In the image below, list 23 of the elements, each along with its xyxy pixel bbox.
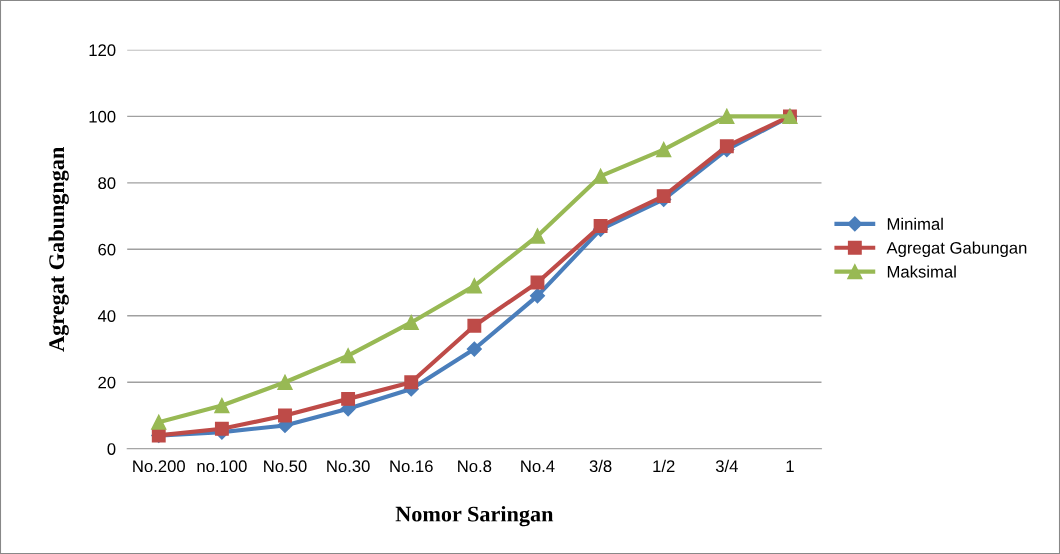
x-tick-label: No.50 (264, 460, 307, 473)
x-tick-label: No.200 (133, 460, 185, 473)
y-axis-title: Agregat Gabungngan (48, 147, 69, 352)
x-tick-label: 3/8 (589, 459, 612, 473)
y-tick-label: 80 (98, 177, 116, 190)
x-tick-label: No.30 (327, 460, 370, 473)
y-tick-label: 0 (107, 443, 116, 455)
x-tick-label: 1/2 (653, 459, 675, 473)
x-tick-label: No.16 (390, 460, 433, 473)
y-tick-label: 40 (97, 310, 116, 322)
x-axis-title: Nomor Saringan (395, 505, 554, 527)
legend-label: Minimal (887, 217, 943, 230)
x-tick-label: No.8 (458, 460, 492, 473)
x-tick-label: No.4 (521, 460, 555, 473)
x-tick-label: no.100 (197, 460, 247, 473)
y-tick-label: 60 (98, 243, 116, 256)
y-tick-label: 100 (89, 110, 116, 123)
legend-label: Agregat Gabungan (886, 241, 1027, 258)
y-tick-label: 20 (98, 376, 116, 389)
x-tick-label: 3/4 (715, 459, 738, 473)
y-tick-label: 120 (89, 44, 116, 57)
x-tick-label: 1 (786, 460, 794, 472)
legend-label: Maksimal (887, 265, 956, 278)
